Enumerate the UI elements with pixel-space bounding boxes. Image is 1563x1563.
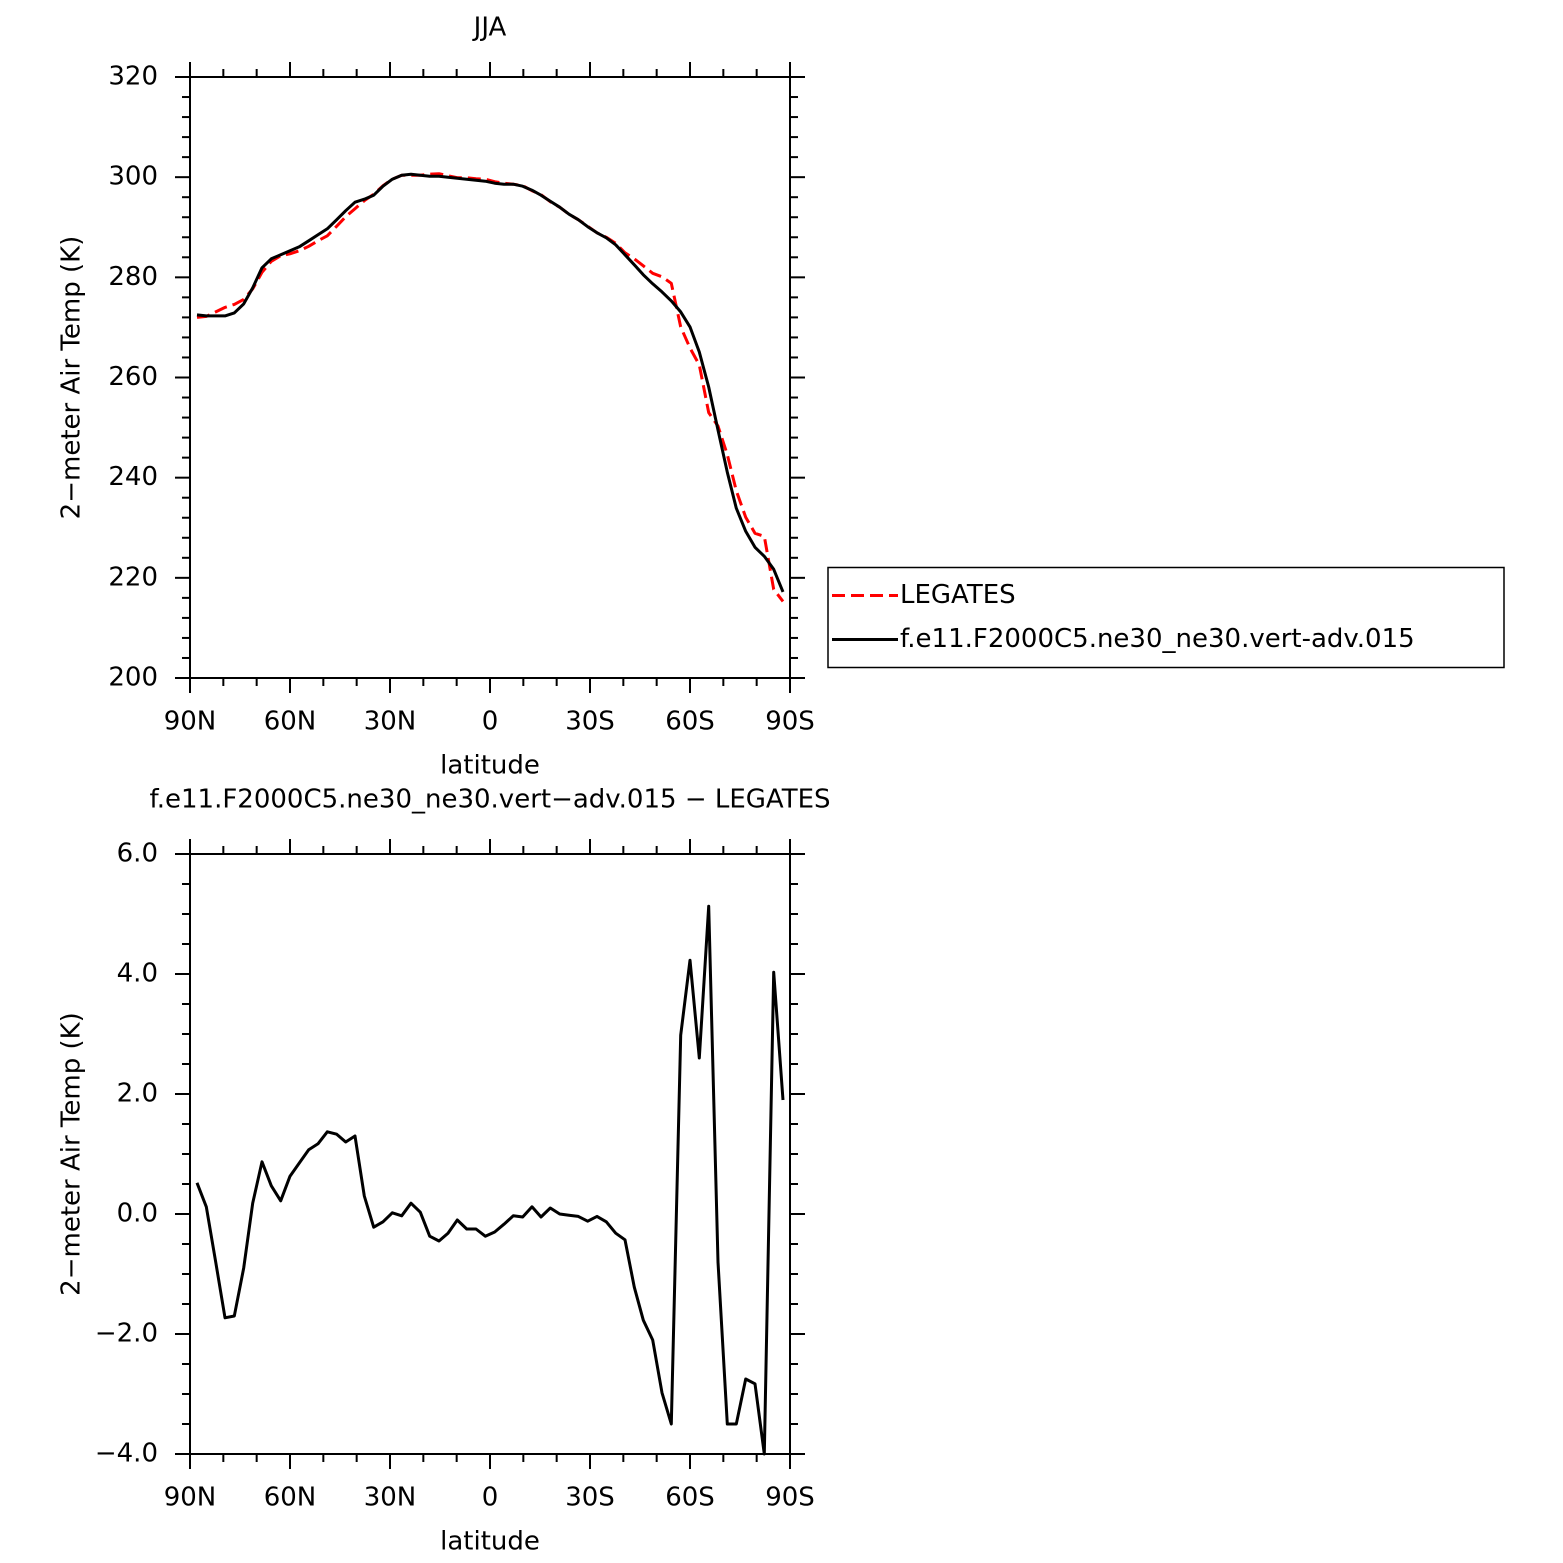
chart-title: f.e11.F2000C5.ne30_ne30.vert−adv.015 − L… [149, 785, 830, 815]
x-tick-label: 30N [364, 707, 417, 737]
y-axis-label: 2−meter Air Temp (K) [57, 236, 87, 520]
x-tick-label: 60S [665, 707, 715, 737]
y-tick-label: 320 [108, 62, 158, 92]
y-tick-label: 220 [108, 562, 158, 592]
x-tick-label: 60N [264, 707, 317, 737]
x-tick-label: 0 [482, 707, 499, 737]
plot-frame [189, 853, 791, 1455]
x-tick-label: 0 [482, 1483, 499, 1513]
legend-box [827, 566, 1505, 669]
x-axis-label: latitude [440, 751, 540, 781]
legend-label: LEGATES [900, 580, 1016, 610]
y-tick-label: 260 [108, 362, 158, 392]
data-line [196, 172, 785, 593]
y-tick-label: −2.0 [95, 1319, 158, 1349]
y-tick-label: 2.0 [117, 1079, 158, 1109]
plot-frame [189, 76, 791, 679]
legend-label: f.e11.F2000C5.ne30_ne30.vert-adv.015 [900, 624, 1415, 654]
x-tick-label: 30N [364, 1483, 417, 1513]
x-tick-label: 60S [665, 1483, 715, 1513]
y-tick-label: 6.0 [117, 839, 158, 869]
chart-title: JJA [472, 13, 507, 43]
x-tick-label: 90S [765, 1483, 815, 1513]
x-tick-label: 30S [565, 707, 615, 737]
x-tick-label: 90N [164, 707, 217, 737]
y-tick-label: 240 [108, 462, 158, 492]
x-tick-label: 30S [565, 1483, 615, 1513]
x-tick-label: 60N [264, 1483, 317, 1513]
y-tick-label: 4.0 [117, 959, 158, 989]
data-line [195, 904, 785, 1456]
y-tick-label: 200 [108, 663, 158, 693]
x-tick-label: 90N [164, 1483, 217, 1513]
x-tick-label: 90S [765, 707, 815, 737]
y-tick-label: 300 [108, 162, 158, 192]
y-axis-label: 2−meter Air Temp (K) [57, 1012, 87, 1296]
y-tick-label: 280 [108, 262, 158, 292]
x-axis-label: latitude [440, 1527, 540, 1557]
y-tick-label: 0.0 [117, 1199, 158, 1229]
y-tick-label: −4.0 [95, 1439, 158, 1469]
data-line [196, 172, 785, 603]
